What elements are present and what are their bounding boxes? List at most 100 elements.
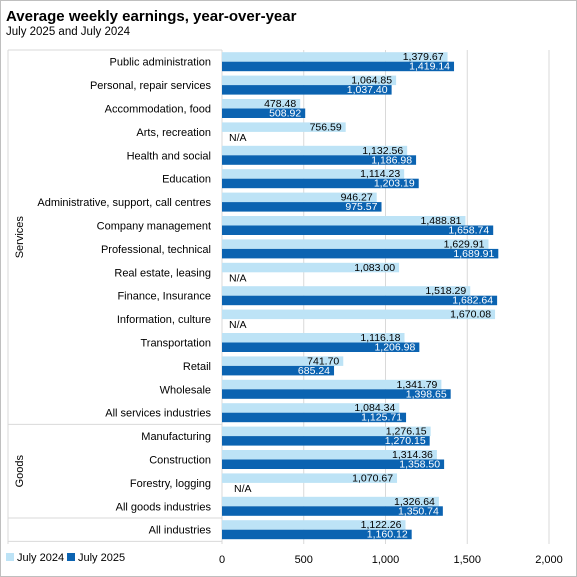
- data-label-july-2025: 1,689.91: [453, 248, 494, 260]
- data-label-july-2025: 1,160.12: [367, 529, 408, 541]
- bar-july-2025: [222, 85, 392, 95]
- bar-july-2025: [222, 225, 494, 235]
- category-label: Forestry, logging: [130, 478, 211, 490]
- x-tick-label: 2,000: [535, 554, 563, 566]
- bar-july-2024: [222, 426, 431, 437]
- data-label-july-2025: 1,270.15: [385, 435, 426, 447]
- bar-july-2024: [222, 473, 398, 483]
- bar-july-2024: [222, 145, 408, 156]
- bar-july-2024: [222, 403, 400, 413]
- data-label-july-2025: 1,398.65: [406, 388, 447, 400]
- data-label-july-2025: N/A: [229, 132, 247, 144]
- bar-july-2024: [222, 192, 377, 203]
- category-label: Finance, Insurance: [117, 291, 211, 303]
- data-label-july-2025: 975.57: [345, 201, 377, 213]
- data-label-july-2025: 1,682.64: [452, 295, 493, 307]
- data-label-july-2024: 1,518.29: [425, 285, 466, 297]
- category-label: Professional, technical: [101, 244, 211, 256]
- legend-swatch-july-2024: [6, 553, 14, 561]
- group-brackets: Services Goods: [7, 49, 222, 544]
- bar-july-2025: [222, 61, 455, 72]
- x-tick-label: 0: [219, 554, 225, 566]
- category-label: Arts, recreation: [136, 127, 211, 139]
- category-label: Construction: [149, 455, 211, 467]
- data-label-july-2024: 1,629.91: [444, 238, 485, 250]
- bar-july-2024: [222, 496, 439, 507]
- bar-july-2024: [222, 169, 405, 179]
- data-label-july-2025: 1,419.14: [409, 61, 450, 73]
- legend-swatch-july-2025: [67, 553, 75, 561]
- data-label-july-2024: 946.27: [341, 192, 373, 204]
- bar-july-2024: [222, 450, 437, 460]
- data-label-july-2025: 1,125.71: [361, 412, 402, 424]
- data-labels: 1,379.671,419.14 1,064.851,037.40 478.4850…: [229, 51, 494, 541]
- bar-july-2024: [222, 286, 471, 296]
- bar-july-2025: [222, 155, 417, 165]
- data-label-july-2024: 741.70: [307, 355, 339, 367]
- data-label-july-2024: 1,326.64: [394, 496, 435, 508]
- bar-july-2025: [222, 365, 335, 376]
- bar-july-2024: [222, 379, 442, 390]
- data-label-july-2025: 508.92: [269, 108, 301, 120]
- bar-july-2025: [222, 459, 445, 469]
- data-label-july-2024: 1,070.67: [352, 472, 393, 484]
- data-label-july-2025: 1,658.74: [448, 225, 489, 237]
- bar-july-2024: [222, 309, 496, 320]
- bar-july-2025: [222, 436, 430, 446]
- category-label: Personal, repair services: [90, 80, 212, 92]
- data-label-july-2025: 1,186.98: [371, 154, 412, 166]
- chart-subtitle: July 2025 and July 2024: [6, 26, 131, 38]
- data-label-july-2025: N/A: [229, 272, 247, 284]
- category-labels: Public administration Personal, repair se…: [37, 57, 211, 537]
- bar-july-2024: [222, 122, 346, 132]
- data-label-july-2024: 1,488.81: [421, 215, 462, 227]
- bar-july-2025: [222, 529, 412, 540]
- data-label-july-2024: 1,084.34: [354, 402, 395, 414]
- x-tick-label: 1,000: [372, 554, 400, 566]
- data-label-july-2025: N/A: [234, 483, 252, 495]
- data-label-july-2024: 1,116.18: [360, 332, 400, 344]
- category-label: Health and social: [127, 150, 211, 162]
- data-label-july-2024: 1,314.36: [392, 449, 433, 461]
- data-label-july-2024: 1,132.56: [362, 145, 403, 157]
- data-label-july-2025: 1,203.19: [374, 178, 415, 190]
- data-label-july-2024: 1,114.23: [360, 168, 400, 180]
- data-label-july-2025: 1,358.50: [399, 459, 440, 471]
- bar-july-2024: [222, 239, 489, 249]
- bar-july-2025: [222, 108, 306, 118]
- category-label: Accommodation, food: [105, 104, 211, 116]
- bar-july-2025: [222, 412, 407, 423]
- bar-july-2024: [222, 262, 400, 273]
- category-label: Manufacturing: [141, 431, 211, 443]
- data-label-july-2025: N/A: [229, 319, 247, 331]
- data-label-july-2024: 1,083.00: [354, 262, 395, 274]
- data-label-july-2024: 1,122.26: [361, 519, 402, 531]
- category-label: Company management: [97, 221, 211, 233]
- category-label: All services industries: [105, 408, 211, 420]
- group-label: Services: [14, 216, 26, 259]
- legend-label-july-2025: July 2025: [78, 552, 125, 564]
- bar-july-2025: [222, 342, 420, 352]
- x-axis-ticks: 0 500 1,000 1,500 2,000: [219, 554, 563, 566]
- bar-july-2024: [222, 99, 301, 109]
- data-label-july-2024: 1,341.79: [397, 379, 438, 391]
- data-label-july-2025: 1,350.74: [398, 505, 439, 517]
- bar-july-2024: [222, 520, 406, 530]
- chart-title: Average weekly earnings, year-over-year: [6, 8, 297, 25]
- category-label: Retail: [183, 361, 211, 373]
- category-label: Wholesale: [160, 384, 211, 396]
- category-label: Real estate, leasing: [114, 267, 211, 279]
- data-label-july-2024: 1,276.15: [386, 426, 427, 438]
- bar-july-2024: [222, 52, 448, 62]
- x-tick-label: 500: [295, 554, 313, 566]
- data-label-july-2025: 685.24: [298, 365, 330, 377]
- bar-july-2024: [222, 356, 344, 366]
- bar-july-2024: [222, 333, 405, 343]
- bar-july-2024: [222, 216, 466, 226]
- data-label-july-2025: 1,206.98: [374, 342, 415, 354]
- group-label: Goods: [14, 455, 26, 488]
- category-label: Information, culture: [117, 314, 211, 326]
- category-label: Public administration: [110, 57, 212, 69]
- data-label-july-2024: 1,379.67: [403, 51, 444, 63]
